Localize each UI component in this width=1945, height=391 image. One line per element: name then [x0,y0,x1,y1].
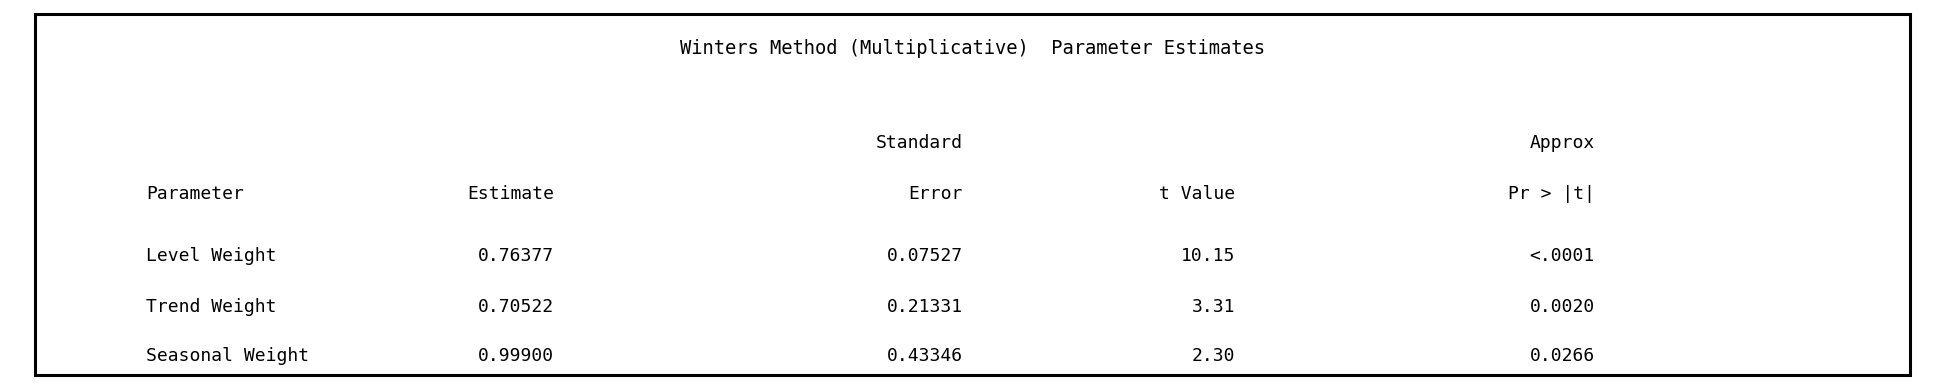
Text: Error: Error [908,185,963,203]
Text: Level Weight: Level Weight [146,247,276,265]
Text: Trend Weight: Trend Weight [146,298,276,316]
Text: 0.43346: 0.43346 [887,347,963,365]
Text: Winters Method (Multiplicative)  Parameter Estimates: Winters Method (Multiplicative) Paramete… [681,39,1264,58]
Text: 0.0020: 0.0020 [1529,298,1595,316]
Text: 0.70522: 0.70522 [478,298,554,316]
Text: Parameter: Parameter [146,185,243,203]
Text: Pr > |t|: Pr > |t| [1507,185,1595,203]
Text: Estimate: Estimate [467,185,554,203]
Text: 0.99900: 0.99900 [478,347,554,365]
Text: 0.76377: 0.76377 [478,247,554,265]
Text: 3.31: 3.31 [1192,298,1235,316]
Text: <.0001: <.0001 [1529,247,1595,265]
Text: 10.15: 10.15 [1181,247,1235,265]
Text: Approx: Approx [1529,134,1595,152]
Text: Standard: Standard [875,134,963,152]
Text: 0.21331: 0.21331 [887,298,963,316]
Text: 2.30: 2.30 [1192,347,1235,365]
Text: t Value: t Value [1159,185,1235,203]
Text: 0.0266: 0.0266 [1529,347,1595,365]
Text: Seasonal Weight: Seasonal Weight [146,347,309,365]
Text: 0.07527: 0.07527 [887,247,963,265]
FancyBboxPatch shape [35,14,1910,375]
